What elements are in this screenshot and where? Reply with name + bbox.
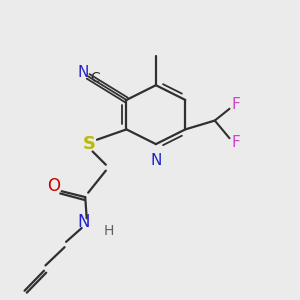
Text: F: F: [231, 97, 240, 112]
Text: C: C: [91, 71, 100, 85]
Text: N: N: [150, 153, 162, 168]
Text: N: N: [77, 213, 90, 231]
Text: N: N: [77, 65, 88, 80]
Text: O: O: [47, 177, 60, 195]
Text: H: H: [103, 224, 114, 238]
Text: F: F: [231, 134, 240, 150]
Text: S: S: [83, 135, 96, 153]
